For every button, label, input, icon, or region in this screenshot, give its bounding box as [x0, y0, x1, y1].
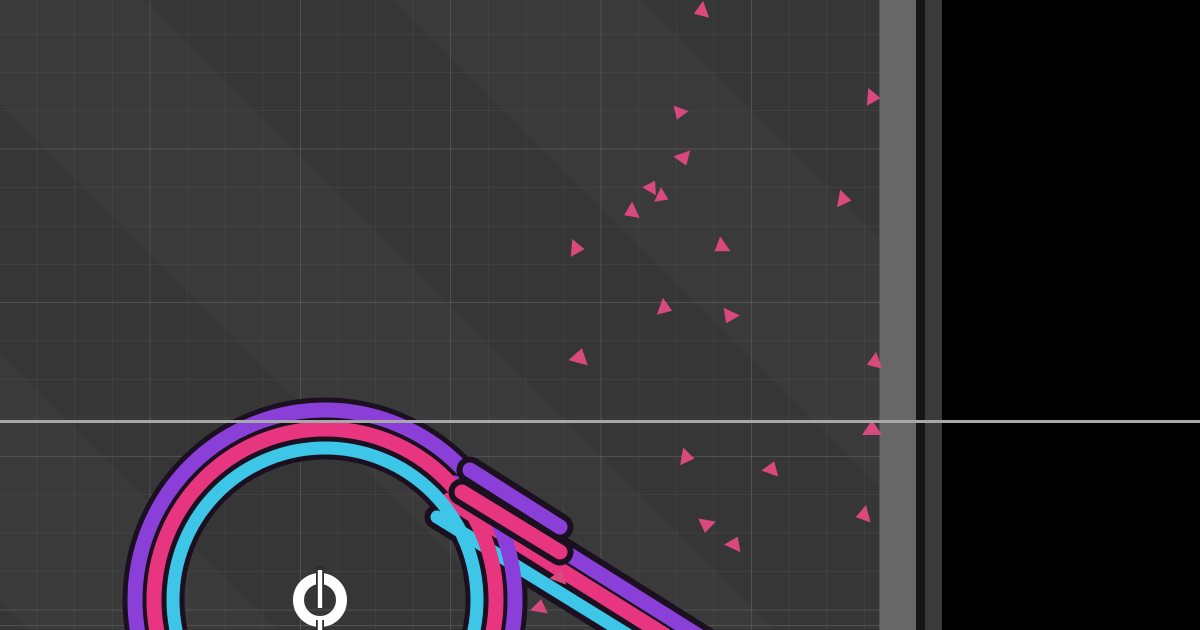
horizontal-guide-line — [0, 420, 1200, 423]
diagonal-band-overlay — [0, 0, 880, 630]
panel-edge-strip — [925, 0, 942, 630]
grid-canvas[interactable] — [0, 0, 880, 630]
grid-minor-lines — [0, 0, 880, 630]
panel-divider-gap — [916, 0, 925, 630]
grid-major-lines — [0, 0, 880, 630]
vertical-scrollbar-track[interactable] — [880, 0, 916, 630]
side-panel[interactable] — [942, 0, 1200, 630]
